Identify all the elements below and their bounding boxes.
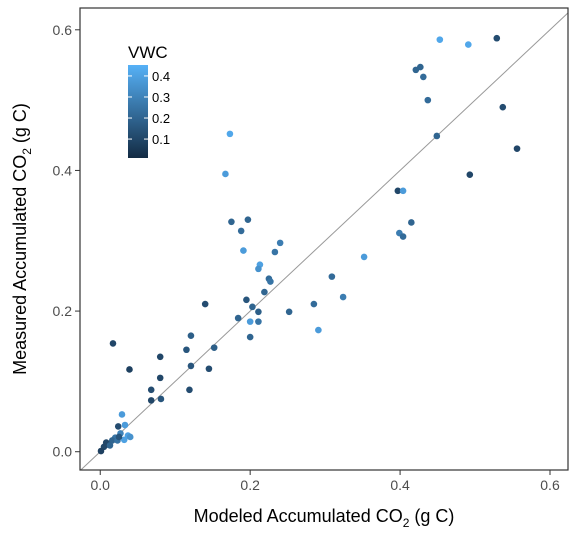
- point: [328, 273, 336, 280]
- y-axis-label: Measured Accumulated CO2 (g C): [10, 103, 34, 375]
- point: [186, 386, 193, 394]
- point: [465, 41, 472, 48]
- point: [201, 300, 209, 308]
- point: [249, 303, 256, 311]
- point: [121, 421, 129, 429]
- x-label-text: Modeled Accumulated CO: [194, 506, 403, 526]
- point: [228, 218, 235, 226]
- point: [115, 433, 123, 441]
- point: [267, 278, 274, 285]
- point: [187, 362, 195, 370]
- point: [310, 300, 318, 308]
- point: [276, 239, 284, 247]
- point: [399, 187, 407, 195]
- point: [240, 247, 247, 254]
- x-label-sub: 2: [403, 516, 410, 530]
- point: [436, 36, 444, 43]
- panel-border: [79, 7, 569, 471]
- point: [126, 366, 133, 373]
- colorbar-tick-label: 0.1: [152, 132, 170, 147]
- y-label-text: Measured Accumulated CO: [10, 155, 30, 375]
- point: [339, 293, 347, 301]
- identity-line: [80, 12, 569, 471]
- point: [108, 437, 116, 444]
- point: [156, 374, 164, 382]
- point: [417, 63, 424, 71]
- point: [156, 353, 164, 361]
- point: [147, 386, 155, 394]
- point: [408, 219, 415, 226]
- point: [118, 411, 126, 418]
- point: [246, 333, 254, 341]
- colorbar-tick-label: 0.4: [152, 69, 170, 84]
- point: [424, 96, 432, 104]
- x-axis-label: Modeled Accumulated CO2 (g C): [194, 506, 455, 530]
- y-tick-label: 0.6: [53, 22, 73, 38]
- point: [237, 227, 245, 235]
- point: [226, 130, 234, 138]
- point: [433, 132, 441, 140]
- point: [399, 233, 407, 240]
- point: [261, 288, 268, 296]
- point: [315, 326, 322, 334]
- point: [97, 447, 105, 455]
- point: [147, 397, 155, 404]
- y-tick-label: 0.4: [53, 162, 73, 178]
- point: [234, 314, 242, 322]
- point: [360, 253, 368, 261]
- y-label-suffix: (g C): [10, 103, 30, 148]
- point: [210, 344, 218, 351]
- y-tick-label: 0.2: [53, 303, 73, 319]
- point: [157, 395, 165, 403]
- point: [493, 34, 501, 42]
- x-tick-label: 0.2: [240, 477, 260, 493]
- point: [187, 332, 195, 339]
- point: [243, 296, 250, 304]
- legend-title: VWC: [128, 43, 168, 62]
- colorbar-tick-label: 0.3: [152, 90, 170, 105]
- point: [126, 433, 134, 441]
- colorbar-tick-label: 0.2: [152, 111, 170, 126]
- point: [394, 187, 402, 195]
- point: [285, 308, 293, 316]
- point: [244, 216, 252, 223]
- y-tick-label: 0.0: [53, 444, 73, 460]
- point: [120, 436, 128, 444]
- point: [246, 318, 254, 325]
- point: [109, 340, 117, 347]
- point: [513, 145, 521, 152]
- x-tick-label: 0.0: [91, 477, 111, 493]
- x-tick-label: 0.6: [540, 477, 560, 493]
- point: [255, 265, 262, 273]
- point: [222, 170, 229, 178]
- point: [466, 171, 474, 178]
- point: [114, 423, 122, 430]
- x-tick-label: 0.4: [390, 477, 410, 493]
- point: [205, 365, 213, 373]
- point: [183, 346, 190, 354]
- point: [106, 442, 114, 449]
- y-label-sub: 2: [20, 148, 34, 155]
- colorbar: [128, 65, 148, 158]
- x-label-suffix: (g C): [409, 506, 454, 526]
- point: [271, 248, 279, 256]
- point: [499, 103, 507, 111]
- point: [255, 318, 262, 325]
- point: [420, 73, 427, 81]
- point: [255, 308, 262, 316]
